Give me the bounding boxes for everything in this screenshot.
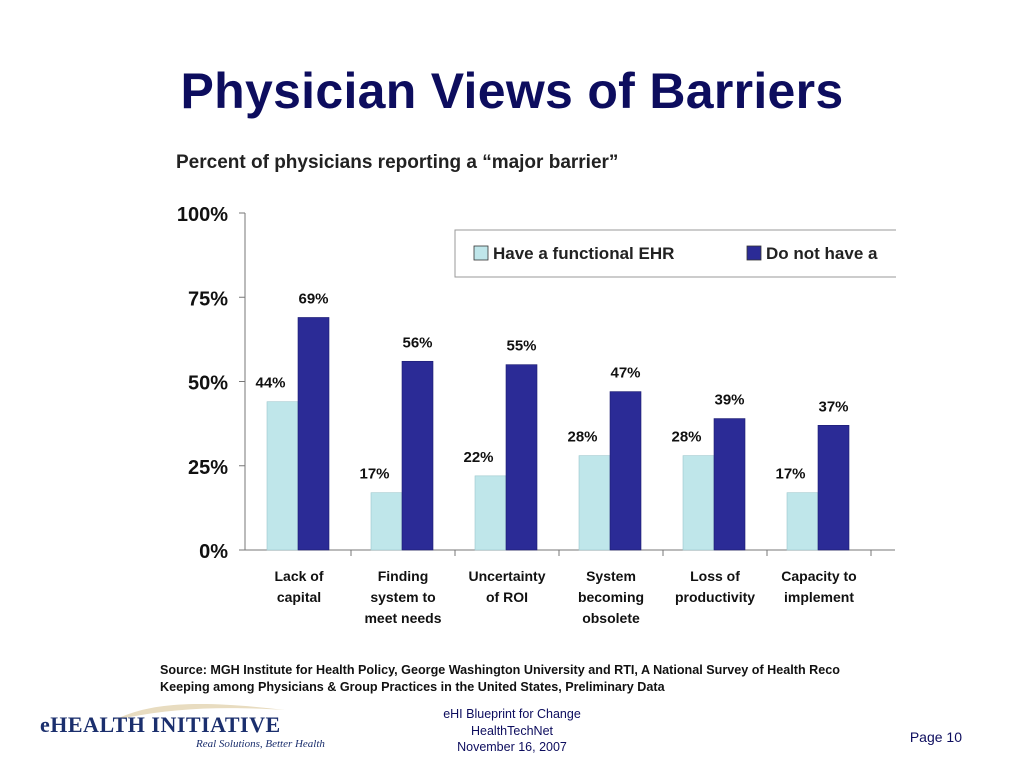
legend-label-functional-ehr: Have a functional EHR: [493, 244, 674, 263]
bar-no-ehr: [401, 360, 434, 551]
y-tick-label: 25%: [188, 457, 228, 479]
data-label: 28%: [671, 429, 701, 446]
footer-center-text: eHI Blueprint for Change HealthTechNet N…: [412, 706, 612, 756]
y-tick-label: 50%: [188, 373, 228, 395]
category-label: productivity: [675, 589, 755, 605]
category-label: Finding: [378, 568, 429, 584]
category-label: implement: [784, 589, 854, 605]
ehealth-initiative-logo: eHEALTH INITIATIVE Real Solutions, Bette…: [40, 700, 340, 760]
footer-date: November 16, 2007: [457, 740, 567, 754]
category-label: system to: [370, 589, 435, 605]
data-label: 17%: [775, 466, 805, 483]
data-label: 69%: [298, 290, 328, 307]
y-tick-label: 100%: [177, 204, 228, 226]
legend-swatch-functional-ehr: [473, 245, 489, 261]
data-label: 17%: [359, 466, 389, 483]
bar-functional-ehr: [266, 401, 299, 551]
data-label: 39%: [714, 392, 744, 409]
category-label: Loss of: [690, 568, 740, 584]
logo-swoosh-icon: [115, 704, 285, 720]
source-line-1: Source: MGH Institute for Health Policy,…: [160, 663, 840, 677]
bar-no-ehr: [713, 418, 746, 551]
footer-event-name: HealthTechNet: [471, 723, 553, 738]
data-label: 37%: [818, 398, 848, 415]
y-tick-label: 75%: [188, 288, 228, 310]
category-label: becoming: [578, 589, 644, 605]
slide-title: Physician Views of Barriers: [180, 63, 844, 119]
category-label: capital: [277, 589, 321, 605]
bar-no-ehr: [297, 317, 330, 551]
bar-no-ehr: [609, 391, 642, 551]
source-citation: Source: MGH Institute for Health Policy,…: [160, 662, 900, 696]
category-label: obsolete: [582, 610, 640, 626]
bar-functional-ehr: [786, 492, 819, 551]
crop-mask: [896, 140, 1024, 660]
category-label: System: [586, 568, 636, 584]
category-label: Uncertainty: [468, 568, 545, 584]
bar-functional-ehr: [474, 475, 507, 551]
logo-wordmark: eHEALTH INITIATIVE: [40, 712, 281, 737]
legend-swatch-no-ehr: [746, 245, 762, 261]
data-label: 28%: [567, 429, 597, 446]
page-number: Page 10: [909, 729, 962, 745]
source-line-2: Keeping among Physicians & Group Practic…: [160, 680, 665, 694]
bar-functional-ehr: [682, 455, 715, 551]
bar-chart: Percent of physicians reporting a “major…: [176, 140, 1024, 660]
category-label: Capacity to: [781, 568, 856, 584]
data-label: 47%: [610, 365, 640, 382]
legend-box: [454, 229, 906, 278]
footer-event-title: eHI Blueprint for Change: [443, 707, 581, 721]
bar-no-ehr: [505, 364, 538, 551]
data-label: 55%: [506, 338, 536, 355]
data-label: 22%: [463, 449, 493, 466]
y-tick-label: 0%: [199, 541, 228, 563]
bar-functional-ehr: [370, 492, 403, 551]
bar-no-ehr: [817, 425, 850, 551]
category-label: meet needs: [364, 610, 441, 626]
bar-functional-ehr: [578, 455, 611, 551]
data-label: 44%: [255, 375, 285, 392]
chart-title: Percent of physicians reporting a “major…: [176, 152, 618, 173]
category-label: Lack of: [274, 568, 323, 584]
data-label: 56%: [402, 334, 432, 351]
category-label: of ROI: [486, 589, 528, 605]
logo-tagline: Real Solutions, Better Health: [196, 738, 325, 750]
legend-label-no-ehr: Do not have a: [766, 244, 878, 263]
